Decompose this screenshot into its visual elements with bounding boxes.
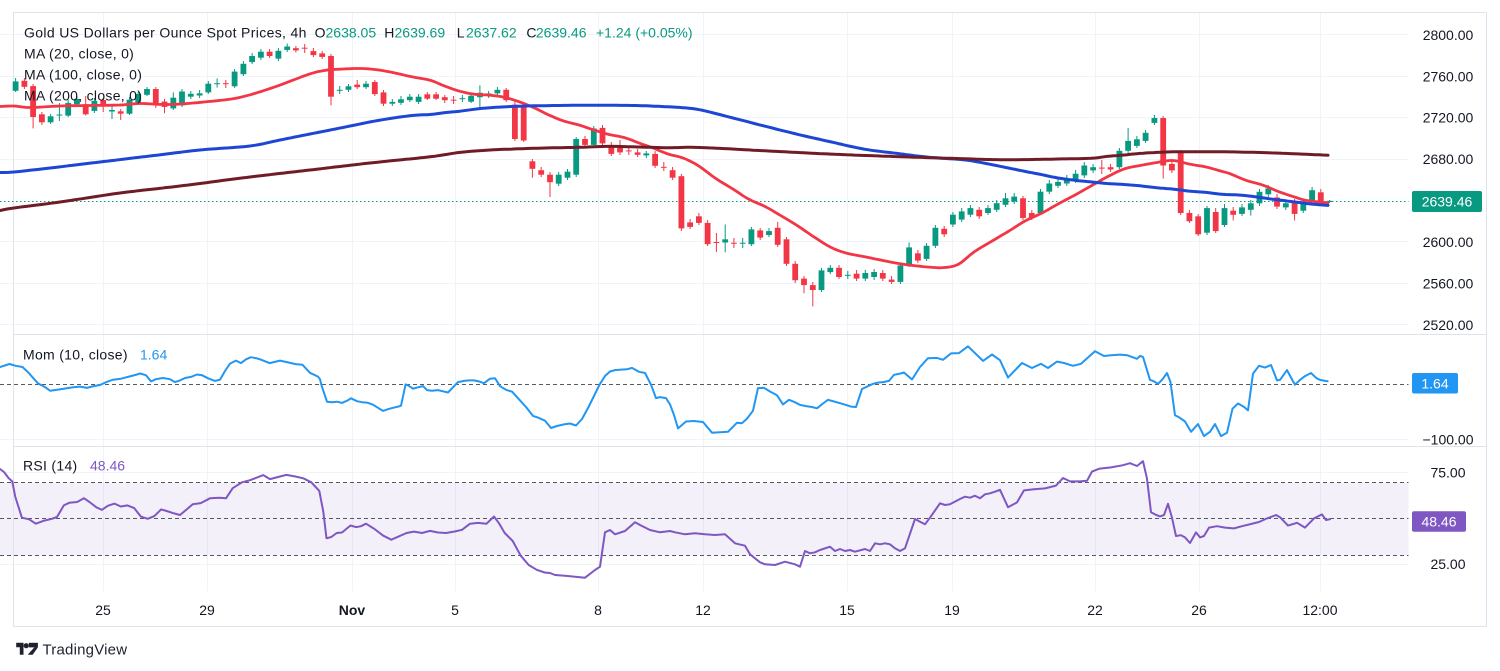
svg-text:75.00: 75.00 xyxy=(1430,465,1465,481)
svg-text:8: 8 xyxy=(594,602,602,618)
svg-text:Gold US Dollars per Ounce Spot: Gold US Dollars per Ounce Spot Prices, 4… xyxy=(24,25,307,41)
svg-text:TradingView: TradingView xyxy=(43,642,128,659)
svg-text:+1.24 (+0.05%): +1.24 (+0.05%) xyxy=(596,25,693,41)
svg-text:2800.00: 2800.00 xyxy=(1423,27,1474,43)
svg-text:5: 5 xyxy=(451,602,459,618)
svg-text:12: 12 xyxy=(695,602,711,618)
svg-text:2637.62: 2637.62 xyxy=(466,25,517,41)
svg-text:25.00: 25.00 xyxy=(1430,556,1465,572)
svg-text:C: C xyxy=(526,25,536,41)
svg-text:MA (100, close, 0): MA (100, close, 0) xyxy=(24,67,142,83)
svg-text:RSI (14): RSI (14) xyxy=(23,458,78,474)
svg-text:2680.00: 2680.00 xyxy=(1423,151,1474,167)
svg-text:25: 25 xyxy=(95,602,111,618)
svg-text:2638.05: 2638.05 xyxy=(326,25,377,41)
svg-text:22: 22 xyxy=(1087,602,1103,618)
svg-text:15: 15 xyxy=(839,602,855,618)
svg-text:2639.46: 2639.46 xyxy=(1422,194,1473,210)
svg-text:Nov: Nov xyxy=(339,602,366,618)
svg-text:2600.00: 2600.00 xyxy=(1423,234,1474,250)
svg-text:−100.00: −100.00 xyxy=(1423,432,1474,448)
svg-text:H: H xyxy=(384,25,394,41)
svg-text:MA (20, close, 0): MA (20, close, 0) xyxy=(24,46,134,62)
svg-text:19: 19 xyxy=(944,602,960,618)
svg-text:26: 26 xyxy=(1191,602,1207,618)
svg-text:1.64: 1.64 xyxy=(140,347,167,363)
svg-text:L: L xyxy=(457,25,465,41)
svg-text:2720.00: 2720.00 xyxy=(1423,110,1474,126)
svg-text:48.46: 48.46 xyxy=(90,458,125,474)
svg-text:O: O xyxy=(315,25,326,41)
svg-text:2639.69: 2639.69 xyxy=(395,25,446,41)
svg-text:2520.00: 2520.00 xyxy=(1423,317,1474,333)
svg-text:29: 29 xyxy=(199,602,215,618)
svg-text:2760.00: 2760.00 xyxy=(1423,68,1474,84)
svg-text:48.46: 48.46 xyxy=(1421,514,1456,530)
svg-text:1.64: 1.64 xyxy=(1421,375,1448,391)
svg-text:Mom (10, close): Mom (10, close) xyxy=(23,347,128,363)
svg-text:MA (200, close, 0): MA (200, close, 0) xyxy=(24,88,142,104)
svg-text:12:00: 12:00 xyxy=(1302,602,1337,618)
svg-text:2560.00: 2560.00 xyxy=(1423,275,1474,291)
svg-text:2639.46: 2639.46 xyxy=(536,25,587,41)
